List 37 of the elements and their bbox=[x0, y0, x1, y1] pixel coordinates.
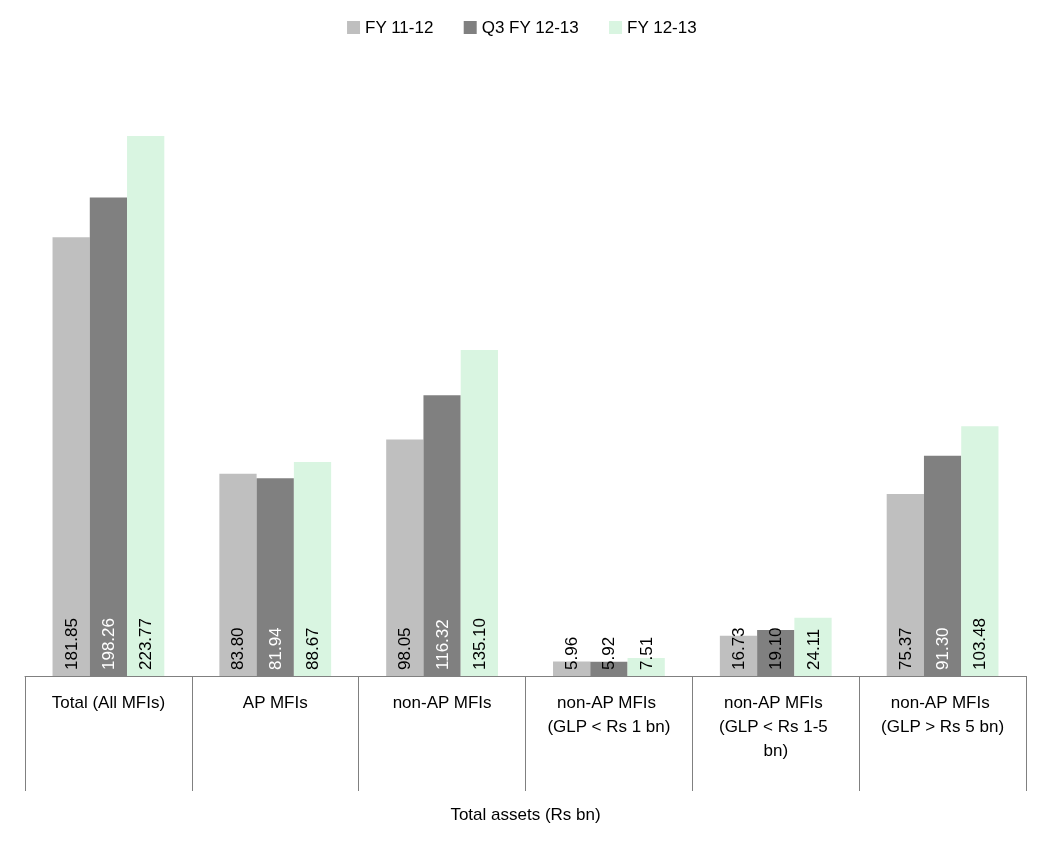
data-label: 7.51 bbox=[636, 636, 656, 670]
data-label: 19.10 bbox=[766, 627, 786, 670]
legend-label: Q3 FY 12-13 bbox=[481, 18, 579, 37]
data-label: 91.30 bbox=[933, 627, 953, 670]
x-tick-label: non-AP MFIs (GLP < Rs 1-5 bn) bbox=[718, 692, 833, 760]
bar bbox=[961, 426, 999, 676]
legend-label: FY 11-12 bbox=[365, 18, 434, 37]
data-label: 116.32 bbox=[432, 619, 452, 670]
x-tick-label: AP MFIs bbox=[242, 692, 308, 712]
data-label: 24.11 bbox=[803, 628, 823, 670]
bar bbox=[886, 494, 924, 676]
data-label: 75.37 bbox=[895, 627, 915, 670]
data-label: 135.10 bbox=[469, 618, 489, 670]
x-tick-label: Total (All MFIs) bbox=[51, 692, 166, 712]
data-label: 5.96 bbox=[562, 636, 582, 670]
data-label: 181.85 bbox=[61, 618, 81, 670]
bar bbox=[52, 237, 90, 676]
data-label: 81.94 bbox=[265, 627, 285, 670]
data-label: 83.80 bbox=[228, 627, 248, 670]
data-label: 16.73 bbox=[728, 627, 748, 670]
legend-label: FY 12-13 bbox=[627, 18, 697, 37]
data-label: 223.77 bbox=[136, 618, 156, 670]
bar bbox=[293, 462, 332, 676]
bar bbox=[460, 349, 498, 676]
bar bbox=[794, 617, 832, 676]
data-label: 5.92 bbox=[599, 636, 619, 670]
x-tick-label: non-AP MFIs bbox=[392, 692, 492, 712]
bar bbox=[127, 136, 165, 676]
x-tick-label: non-AP MFIs (GLP > Rs 5 bn) bbox=[881, 692, 1005, 736]
data-label: 88.67 bbox=[303, 627, 323, 670]
x-tick-label: non-AP MFIs (GLP < Rs 1 bn) bbox=[547, 692, 671, 736]
data-label: 98.05 bbox=[395, 627, 415, 670]
data-label: 103.48 bbox=[970, 618, 990, 670]
bar bbox=[219, 473, 257, 676]
data-label: 198.26 bbox=[98, 618, 118, 670]
x-axis-title: Total assets (Rs bn) bbox=[450, 805, 601, 824]
bar bbox=[386, 439, 424, 676]
